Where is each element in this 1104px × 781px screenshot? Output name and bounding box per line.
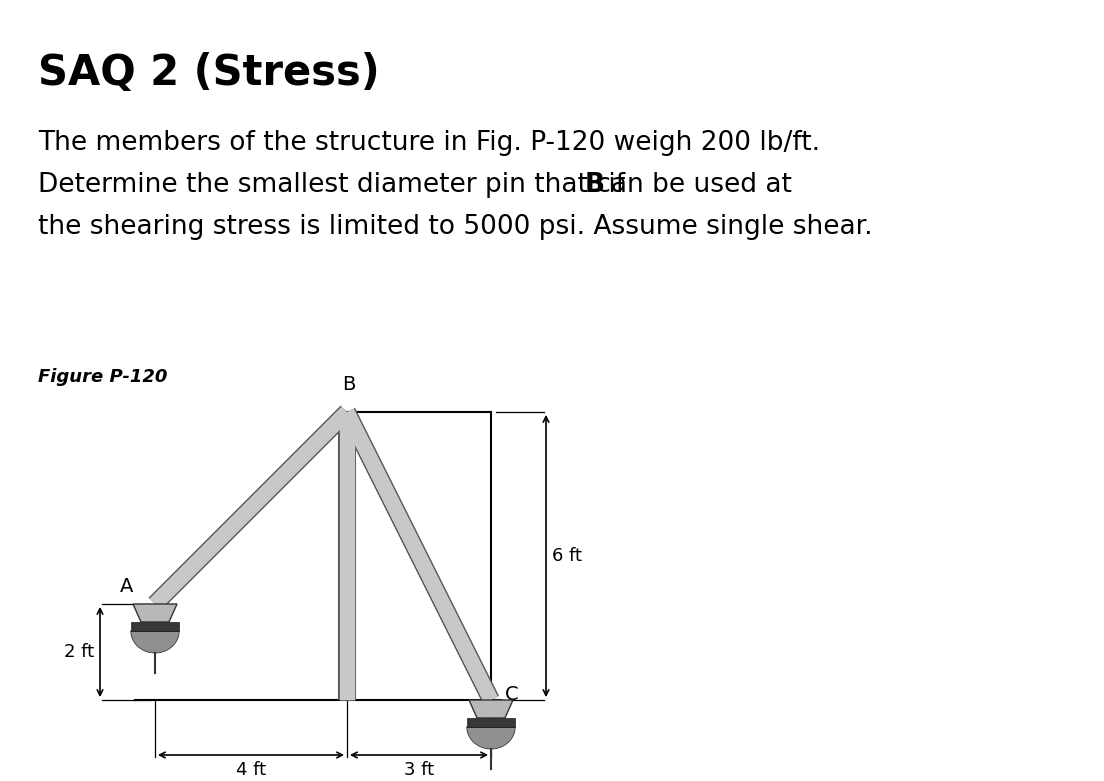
- Text: 3 ft: 3 ft: [404, 761, 434, 779]
- Text: SAQ 2 (Stress): SAQ 2 (Stress): [38, 52, 380, 94]
- Bar: [130, 622, 179, 631]
- Bar: [467, 718, 516, 727]
- Text: Determine the smallest diameter pin that can be used at: Determine the smallest diameter pin that…: [38, 172, 800, 198]
- Text: C: C: [505, 686, 519, 704]
- Polygon shape: [469, 700, 513, 718]
- Text: Figure P-120: Figure P-120: [38, 368, 168, 386]
- Text: 4 ft: 4 ft: [236, 761, 266, 779]
- Text: if: if: [599, 172, 625, 198]
- Text: the shearing stress is limited to 5000 psi. Assume single shear.: the shearing stress is limited to 5000 p…: [38, 214, 872, 240]
- Text: A: A: [119, 577, 132, 596]
- Polygon shape: [130, 631, 179, 653]
- Text: B: B: [585, 172, 605, 198]
- Text: 6 ft: 6 ft: [552, 547, 582, 565]
- Text: B: B: [342, 375, 355, 394]
- Text: 2 ft: 2 ft: [64, 643, 94, 661]
- Polygon shape: [467, 727, 516, 749]
- Polygon shape: [132, 604, 177, 622]
- Text: The members of the structure in Fig. P-120 weigh 200 lb/ft.: The members of the structure in Fig. P-1…: [38, 130, 820, 156]
